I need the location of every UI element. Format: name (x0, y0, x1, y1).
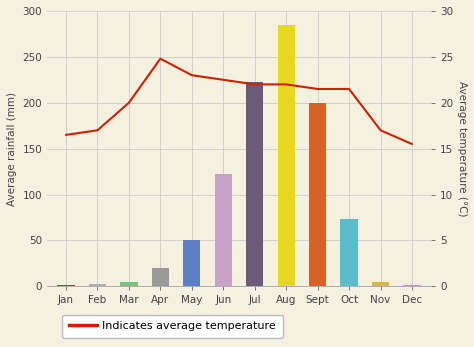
Y-axis label: Average rainfall (mm): Average rainfall (mm) (7, 92, 17, 206)
Y-axis label: Average temperature (°C): Average temperature (°C) (457, 81, 467, 217)
Bar (89, 283, 106, 286)
Bar (372, 282, 389, 286)
Bar (215, 174, 232, 286)
Bar (309, 103, 326, 286)
Bar (246, 82, 264, 286)
Bar (152, 268, 169, 286)
Bar (120, 282, 137, 286)
Bar (340, 219, 358, 286)
Legend: Indicates average temperature: Indicates average temperature (63, 315, 283, 338)
Bar (183, 240, 201, 286)
Bar (278, 25, 295, 286)
